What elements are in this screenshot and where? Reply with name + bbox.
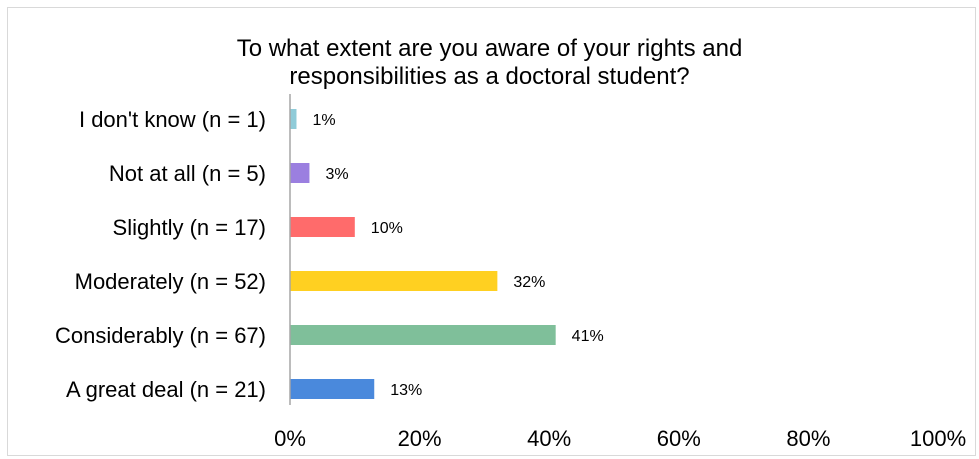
category-label-4: Considerably (n = 67) bbox=[55, 323, 266, 348]
chart-title-line-1: To what extent are you aware of your rig… bbox=[236, 35, 743, 62]
bar-2 bbox=[290, 217, 355, 237]
bar-1 bbox=[290, 163, 310, 183]
x-tick-label-2: 40% bbox=[527, 426, 571, 451]
x-tick-label-0: 0% bbox=[274, 426, 306, 451]
data-label-4: 41% bbox=[572, 328, 604, 345]
category-label-2: Slightly (n = 17) bbox=[113, 215, 266, 240]
data-label-1: 3% bbox=[325, 166, 348, 183]
bar-4 bbox=[290, 325, 556, 345]
category-label-1: Not at all (n = 5) bbox=[109, 161, 266, 186]
data-label-3: 32% bbox=[513, 274, 545, 291]
bar-3 bbox=[290, 271, 498, 291]
chart-title-line-2: responsibilities as a doctoral student? bbox=[289, 63, 690, 90]
bar-5 bbox=[290, 379, 375, 399]
chart-frame bbox=[7, 7, 976, 456]
category-label-0: I don't know (n = 1) bbox=[79, 107, 266, 132]
x-tick-label-3: 60% bbox=[657, 426, 701, 451]
data-label-0: 1% bbox=[312, 112, 335, 129]
data-label-2: 10% bbox=[371, 220, 403, 237]
x-tick-label-1: 20% bbox=[398, 426, 442, 451]
category-label-3: Moderately (n = 52) bbox=[75, 269, 266, 294]
x-tick-label-4: 80% bbox=[786, 426, 830, 451]
data-label-5: 13% bbox=[390, 382, 422, 399]
bar-0 bbox=[290, 109, 297, 129]
x-tick-label-5: 100% bbox=[910, 426, 966, 451]
category-label-5: A great deal (n = 21) bbox=[66, 377, 266, 402]
